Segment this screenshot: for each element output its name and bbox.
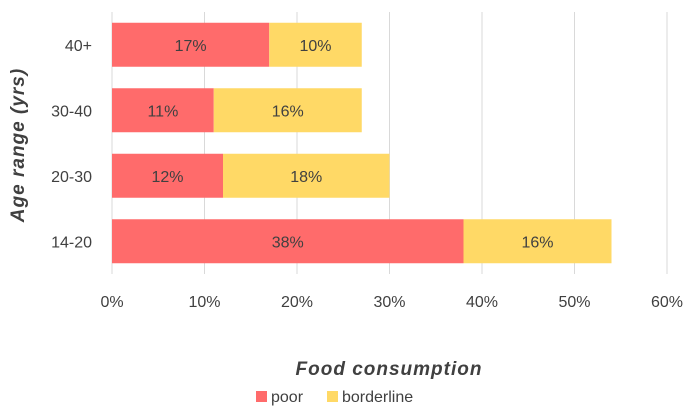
x-tick-label: 20% [281,294,313,311]
data-label-borderline-14-20: 16% [521,234,553,251]
bar-poor-30-40 [112,88,214,133]
bar-borderline-20-30 [223,153,390,198]
data-label-borderline-30-40: 16% [272,103,304,120]
y-axis-title: Age range (yrs) [8,68,29,223]
bars [112,22,612,264]
y-tick-label: 14-20 [51,234,92,251]
data-label-poor-40+: 17% [175,38,207,55]
data-label-poor-20-30: 12% [151,169,183,186]
x-tick-label: 60% [651,294,683,311]
bar-borderline-40+ [269,22,362,67]
x-axis-title: Food consumption [296,359,483,380]
data-label-borderline-20-30: 18% [290,169,322,186]
bar-poor-14-20 [112,219,464,264]
bar-poor-20-30 [112,153,223,198]
bar-poor-40+ [112,22,270,67]
y-tick-labels: 40+ 30-40 20-30 14-20 [51,38,92,252]
x-tick-label: 50% [558,294,590,311]
legend-label-borderline: borderline [342,389,413,406]
x-tick-labels: 0% 10% 20% 30% 40% 50% 60% [100,294,683,311]
bar-borderline-30-40 [213,88,362,133]
x-tick-label: 40% [466,294,498,311]
legend-label-poor: poor [271,389,304,406]
y-tick-label: 30-40 [51,103,92,120]
legend-swatch-poor [256,391,267,402]
x-tick-label: 0% [100,294,123,311]
y-tick-label: 40+ [65,38,92,55]
bar-labels: 17% 10% 11% 16% 12% 18% 38% 16% [147,38,553,252]
bar-borderline-14-20 [463,219,612,264]
x-tick-label: 30% [373,294,405,311]
data-label-borderline-40+: 10% [299,38,331,55]
legend: poor borderline [256,389,413,406]
data-label-poor-14-20: 38% [272,234,304,251]
y-tick-label: 20-30 [51,169,92,186]
data-label-poor-30-40: 11% [147,103,178,120]
legend-swatch-borderline [327,391,338,402]
x-tick-label: 10% [188,294,220,311]
